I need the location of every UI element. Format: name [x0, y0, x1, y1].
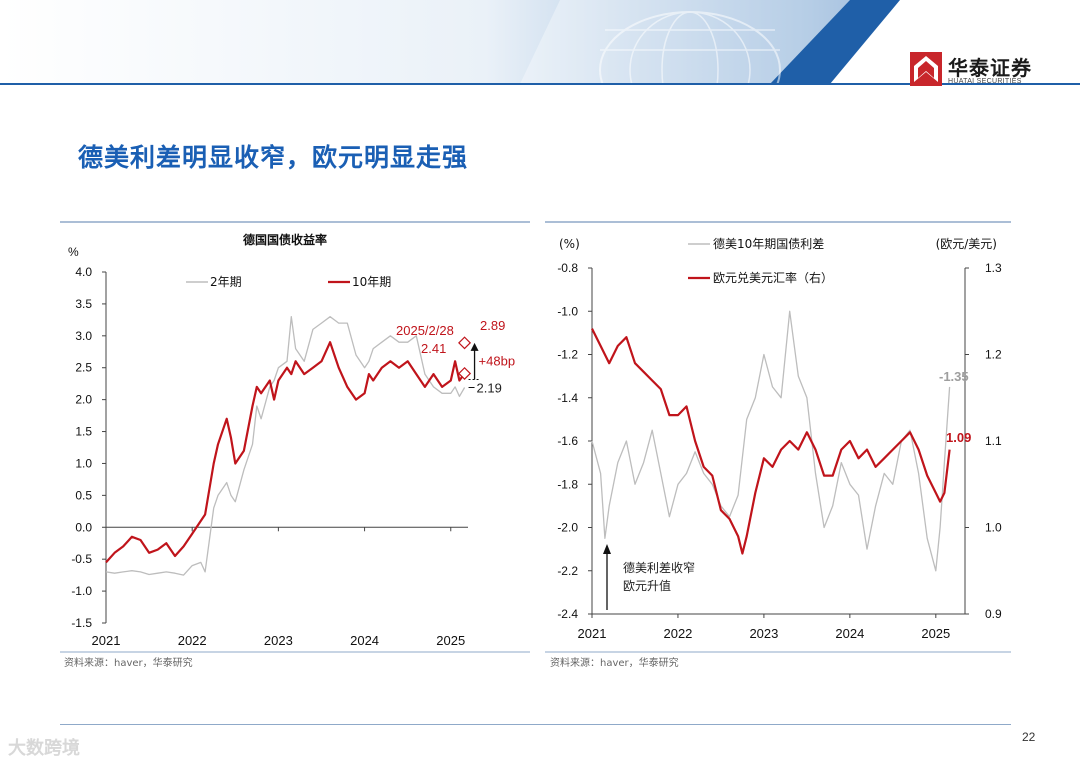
y-tick-label: -1.6 [557, 434, 578, 448]
annotation-spread-now: -1.35 [939, 369, 969, 384]
y-tick-label: -0.5 [71, 552, 92, 566]
y-tick-label: 1.0 [75, 456, 92, 470]
y-tick-label: -1.8 [557, 477, 578, 491]
annotation-10y-prev: 2.89 [480, 318, 505, 333]
y-tick-label: 4.0 [75, 265, 92, 279]
y-tick-label: -1.2 [557, 348, 578, 362]
globe-graphic [599, 11, 781, 86]
marker-diamond-prev [458, 336, 472, 350]
y2-tick-label: 0.9 [985, 607, 1002, 621]
chart-title: 德国国债收益率 [243, 232, 327, 247]
arrow-head-icon [603, 544, 611, 554]
annotation-10y-now: 2.41 [421, 341, 446, 356]
y-tick-label: 0.5 [75, 488, 92, 502]
header-band [0, 0, 1080, 86]
legend-label-spread: 德美10年期国债利差 [713, 236, 824, 251]
annotation-narrowing: 德美利差收窄 [623, 560, 695, 575]
y-tick-label: -1.0 [557, 304, 578, 318]
y2-tick-label: 1.0 [985, 521, 1002, 535]
german-yield-chart: 德国国债收益率 % 4.0 3.5 3.0 2.5 2.0 1.5 1.0 0.5 0.0 -0.… [60, 221, 530, 653]
footer-rule [60, 724, 1011, 725]
annotation-2y-now: 2.19 [477, 381, 502, 396]
left-axis-unit: (%) [559, 237, 580, 251]
series-line-10y [105, 341, 466, 564]
x-tick-label: 2024 [350, 633, 379, 648]
y-tick-label: 2.0 [75, 393, 92, 407]
annotation-spread-change: +48bp [479, 353, 516, 368]
logo-english-text: HUATAI SECURITIES [948, 78, 1022, 85]
x-tick-label: 2022 [178, 633, 207, 648]
y-tick-label: 0.0 [75, 520, 92, 534]
annotation-eurusd-now: 1.09 [946, 430, 971, 445]
series-line-2y [105, 316, 466, 576]
logo-chinese-text: 华泰证券 [948, 56, 1032, 80]
y-tick-label: -1.0 [71, 584, 92, 598]
y-tick-label: 1.5 [75, 425, 92, 439]
legend-label-2y: 2年期 [210, 275, 242, 289]
y-tick-label: 2.5 [75, 361, 92, 375]
y-tick-label: 3.0 [75, 329, 92, 343]
y-tick-label: -2.4 [557, 607, 578, 621]
x-tick-label: 2024 [835, 626, 864, 641]
y2-tick-label: 1.3 [985, 261, 1002, 275]
arrow-head-icon [470, 342, 479, 351]
slide-title: 德美利差明显收窄，欧元明显走强 [78, 143, 469, 172]
spread-fx-chart: (%) (欧元/美元) -0.8 -1.0 -1.2 -1.4 -1.6 -1.8 -2.0… [545, 221, 1011, 653]
series-line-eurusd [591, 328, 951, 555]
x-tick-label: 2023 [749, 626, 778, 641]
legend-label-eurusd: 欧元兑美元汇率（右） [713, 270, 833, 285]
y-tick-label: -1.5 [71, 616, 92, 630]
y2-tick-label: 1.2 [985, 348, 1002, 362]
x-tick-label: 2021 [92, 633, 121, 648]
x-tick-label: 2022 [663, 626, 692, 641]
y-tick-label: -0.8 [557, 261, 578, 275]
logo-mark-icon [910, 52, 942, 86]
marker-diamond-now [458, 366, 472, 380]
y-tick-label: -2.0 [557, 521, 578, 535]
annotation-date: 2025/2/28 [396, 323, 454, 338]
watermark: 大数跨境 [8, 738, 80, 759]
y2-tick-label: 1.1 [985, 434, 1002, 448]
y-axis-unit: % [68, 245, 79, 259]
annotation-euro-up: 欧元升值 [623, 578, 671, 593]
y-tick-label: -2.2 [557, 564, 578, 578]
source-note-right: 资料来源：haver，华泰研究 [550, 658, 679, 669]
company-logo: 华泰证券 HUATAI SECURITIES [910, 50, 1060, 90]
x-tick-label: 2025 [921, 626, 950, 641]
x-tick-label: 2025 [436, 633, 465, 648]
series-line-spread [591, 310, 951, 572]
source-note-left: 资料来源：haver，华泰研究 [64, 658, 193, 669]
y-tick-label: 3.5 [75, 297, 92, 311]
page-number: 22 [1022, 730, 1036, 744]
right-axis-unit: (欧元/美元) [936, 237, 997, 251]
y-tick-label: -1.4 [557, 391, 578, 405]
x-tick-label: 2023 [264, 633, 293, 648]
x-tick-label: 2021 [578, 626, 607, 641]
legend-label-10y: 10年期 [352, 275, 391, 289]
